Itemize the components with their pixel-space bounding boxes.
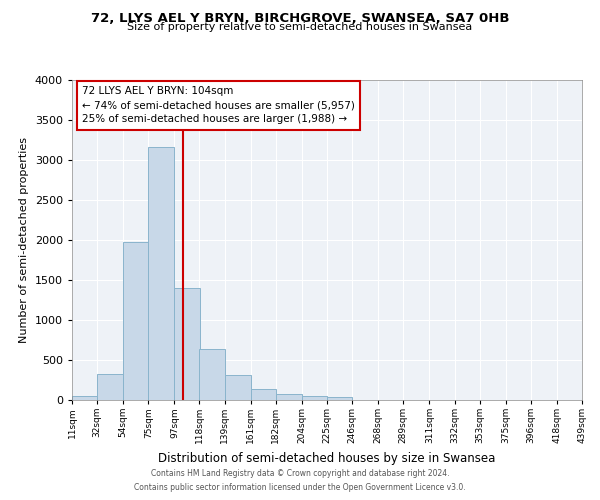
Bar bbox=[72, 396, 97, 400]
Bar bbox=[224, 375, 251, 400]
X-axis label: Distribution of semi-detached houses by size in Swansea: Distribution of semi-detached houses by … bbox=[158, 452, 496, 464]
Bar bbox=[97, 374, 123, 400]
Bar bbox=[123, 242, 148, 400]
Bar bbox=[327, 397, 352, 400]
Bar bbox=[276, 394, 302, 400]
Y-axis label: Number of semi-detached properties: Number of semi-detached properties bbox=[19, 137, 29, 343]
Bar bbox=[199, 349, 224, 400]
Text: Contains HM Land Registry data © Crown copyright and database right 2024.: Contains HM Land Registry data © Crown c… bbox=[151, 468, 449, 477]
Text: 72, LLYS AEL Y BRYN, BIRCHGROVE, SWANSEA, SA7 0HB: 72, LLYS AEL Y BRYN, BIRCHGROVE, SWANSEA… bbox=[91, 12, 509, 26]
Bar bbox=[148, 147, 175, 400]
Text: Size of property relative to semi-detached houses in Swansea: Size of property relative to semi-detach… bbox=[127, 22, 473, 32]
Text: Contains public sector information licensed under the Open Government Licence v3: Contains public sector information licen… bbox=[134, 484, 466, 492]
Bar bbox=[302, 396, 327, 400]
Bar bbox=[175, 288, 199, 400]
Bar bbox=[251, 389, 276, 400]
Text: 72 LLYS AEL Y BRYN: 104sqm
← 74% of semi-detached houses are smaller (5,957)
25%: 72 LLYS AEL Y BRYN: 104sqm ← 74% of semi… bbox=[82, 86, 355, 124]
